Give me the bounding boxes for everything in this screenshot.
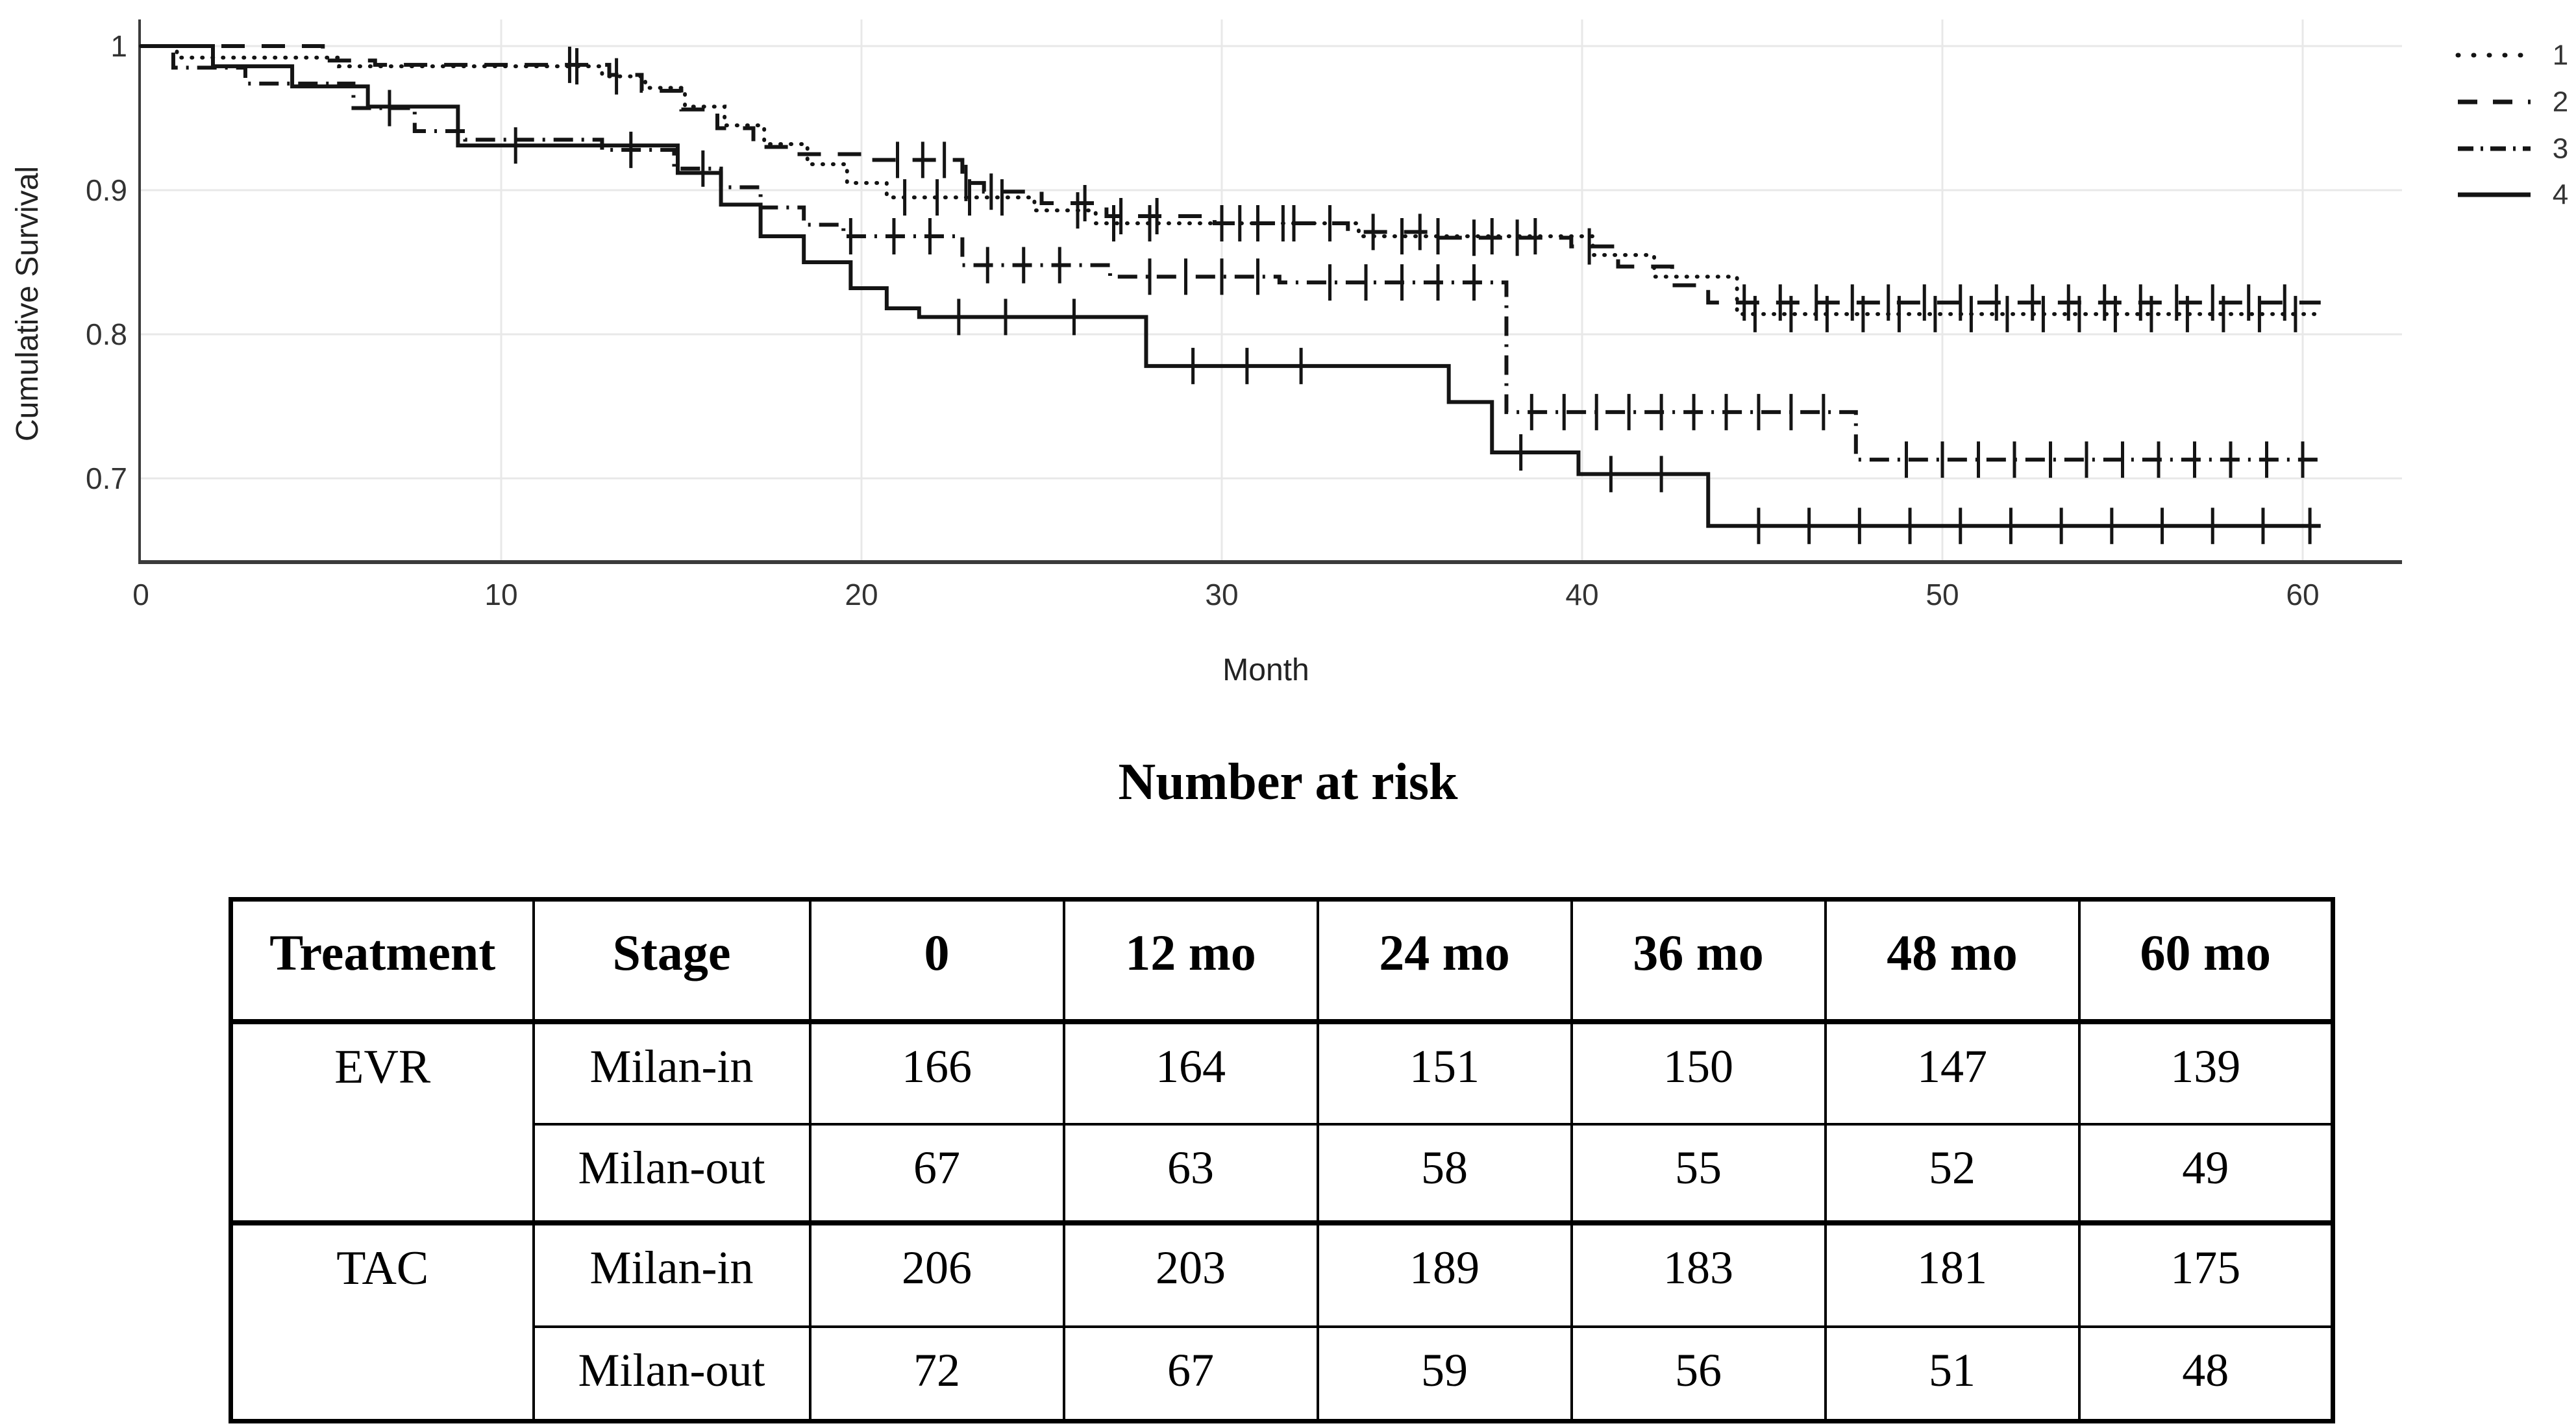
risk-table-row: Milan-out 72 67 59 56 51 48 [231, 1325, 2334, 1423]
risk-table-header-0: 0 [808, 898, 1065, 1024]
at-risk-value-cell: 181 [1824, 1220, 2081, 1328]
at-risk-value-cell: 49 [2077, 1122, 2334, 1224]
at-risk-value-cell: 206 [808, 1220, 1065, 1328]
stage-cell: Milan-in [532, 1220, 811, 1328]
treatment-cell: TAC [229, 1220, 535, 1423]
km-survival-chart: 1 0.9 0.8 0.7 0 10 20 30 40 50 60 Cumulative Surviv… [10, 19, 2568, 687]
number-at-risk-table: Treatment Stage 0 12 mo 24 mo 36 mo 48 mo 60 mo… [229, 897, 2335, 1423]
x-tick-label: 60 [2286, 578, 2319, 611]
series-curve-2 [141, 44, 2321, 305]
at-risk-value-cell: 164 [1062, 1020, 1319, 1126]
risk-table-header-12-mo: 12 mo [1062, 898, 1319, 1024]
at-risk-value-cell: 59 [1316, 1325, 1573, 1423]
risk-table-header-treatment: Treatment [229, 898, 535, 1024]
at-risk-value-cell: 183 [1570, 1220, 1827, 1328]
treatment-cell: EVR [229, 1020, 535, 1224]
risk-table-header-36-mo: 36 mo [1570, 898, 1827, 1024]
stage-cell: Milan-out [532, 1325, 811, 1423]
at-risk-value-cell: 139 [2077, 1020, 2334, 1126]
at-risk-value-cell: 147 [1824, 1020, 2081, 1126]
legend-label-4: 4 [2553, 179, 2568, 211]
risk-table-header-60-mo: 60 mo [2077, 898, 2334, 1024]
legend-label-2: 2 [2553, 86, 2568, 118]
y-tick-label: 0.7 [86, 462, 127, 495]
series-curve-1 [139, 44, 2323, 316]
at-risk-value-cell: 175 [2077, 1220, 2334, 1328]
at-risk-value-cell: 189 [1316, 1220, 1573, 1328]
x-tick-label: 40 [1565, 578, 1598, 611]
series-curve-3 [141, 44, 2321, 462]
risk-table-header-stage: Stage [532, 898, 811, 1024]
y-tick-label: 1 [110, 29, 127, 63]
risk-table-row: EVR Milan-in 166 164 151 150 147 139 [229, 1020, 2334, 1224]
at-risk-value-cell: 48 [2077, 1325, 2334, 1423]
y-tick-label: 0.9 [86, 173, 127, 207]
risk-table-header-48-mo: 48 mo [1824, 898, 2081, 1024]
x-axis-title: Month [1222, 653, 1309, 687]
x-tick-label: 30 [1205, 578, 1238, 611]
at-risk-value-cell: 51 [1824, 1325, 2081, 1423]
at-risk-value-cell: 56 [1570, 1325, 1827, 1423]
at-risk-value-cell: 203 [1062, 1220, 1319, 1328]
x-tick-label: 0 [132, 578, 149, 611]
risk-table-row: TAC Milan-in 206 203 189 183 181 175 [229, 1220, 2334, 1423]
at-risk-value-cell: 63 [1062, 1122, 1319, 1224]
series-curve-4 [141, 44, 2321, 528]
x-tick-label: 10 [484, 578, 517, 611]
y-axis-title: Cumulative Survival [10, 166, 45, 441]
x-tick-label: 20 [845, 578, 878, 611]
legend-label-3: 3 [2553, 133, 2568, 165]
risk-table-header-24-mo: 24 mo [1316, 898, 1573, 1024]
at-risk-value-cell: 55 [1570, 1122, 1827, 1224]
at-risk-value-cell: 166 [808, 1020, 1065, 1126]
risk-table-title: Number at risk [1118, 754, 1458, 811]
at-risk-value-cell: 67 [1062, 1325, 1319, 1423]
at-risk-value-cell: 151 [1316, 1020, 1573, 1126]
x-tick-label: 50 [1926, 578, 1959, 611]
at-risk-value-cell: 72 [808, 1325, 1065, 1423]
risk-table-row: Milan-out 67 63 58 55 52 49 [231, 1122, 2334, 1224]
legend-label-1: 1 [2553, 40, 2568, 71]
y-tick-label: 0.8 [86, 317, 127, 351]
at-risk-value-cell: 58 [1316, 1122, 1573, 1224]
at-risk-value-cell: 52 [1824, 1122, 2081, 1224]
stage-cell: Milan-in [532, 1020, 811, 1126]
at-risk-value-cell: 67 [808, 1122, 1065, 1224]
at-risk-value-cell: 150 [1570, 1020, 1827, 1126]
stage-cell: Milan-out [532, 1122, 811, 1224]
